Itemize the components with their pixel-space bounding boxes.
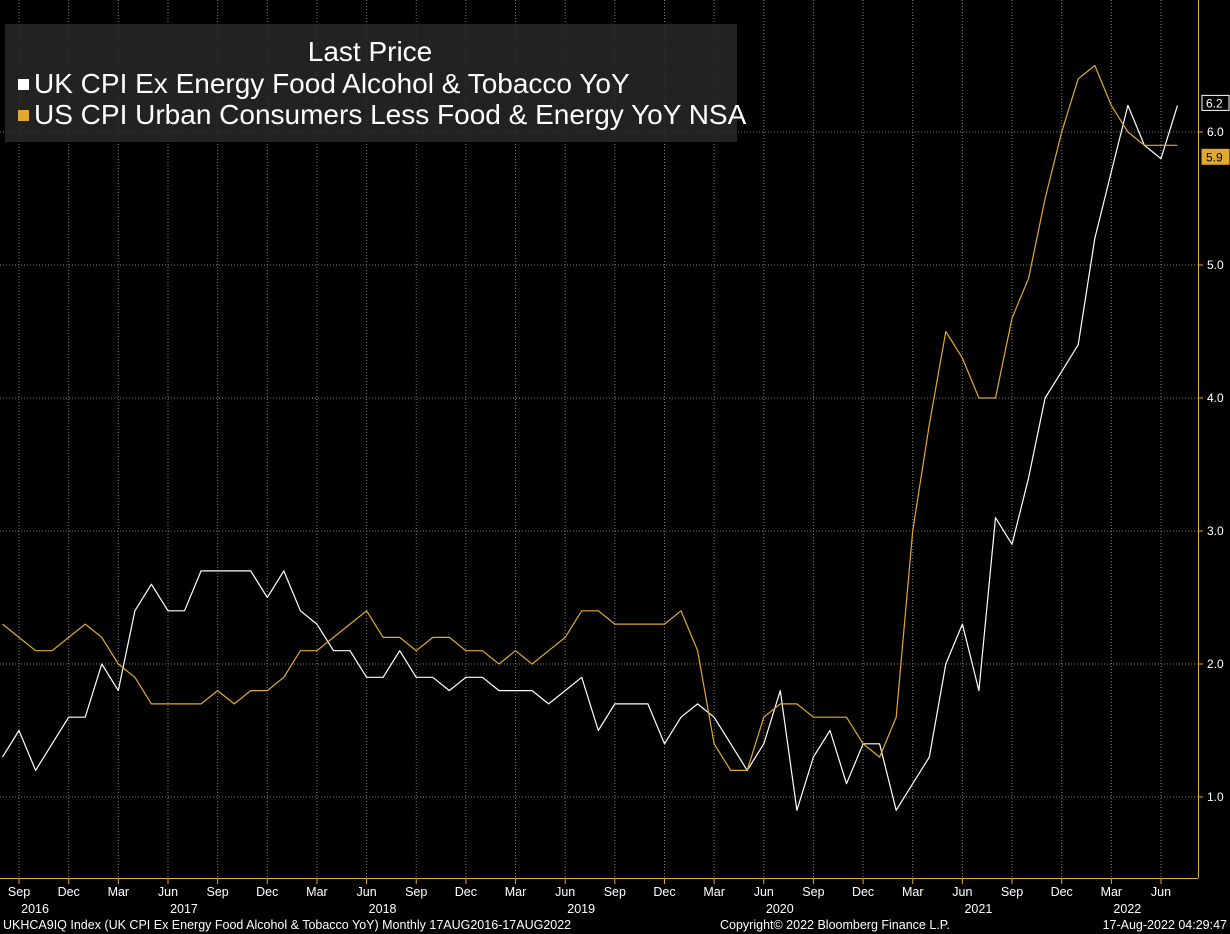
x-tick-label: Jun [952,885,972,899]
footer-index-info: UKHCA9IQ Index (UK CPI Ex Energy Food Al… [3,918,572,932]
legend-swatch-us [18,110,29,121]
x-tick-label: Dec [653,885,675,899]
x-tick-label: Jun [754,885,774,899]
x-tick-label: Jun [555,885,575,899]
x-tick-label: Mar [108,885,130,899]
x-tick-label: Mar [1101,885,1123,899]
x-tick-label: Mar [505,885,527,899]
x-tick-label: Mar [703,885,725,899]
x-tick-label: Sep [207,885,229,899]
x-tick-label: Dec [1051,885,1073,899]
legend-label-us: US CPI Urban Consumers Less Food & Energ… [34,99,747,130]
x-year-label: 2021 [964,902,992,916]
x-tick-label: Dec [852,885,874,899]
footer-timestamp: 17-Aug-2022 04:29:47 [1102,918,1227,932]
x-tick-label: Sep [604,885,626,899]
x-year-label: 2016 [21,902,49,916]
x-tick-label: Jun [1151,885,1171,899]
legend-item-us: US CPI Urban Consumers Less Food & Energ… [18,99,746,131]
y-tick-label: 5.0 [1207,258,1224,272]
y-tick-label: 1.0 [1207,790,1224,804]
x-year-label: 2019 [567,902,595,916]
x-tick-label: Dec [58,885,80,899]
legend-item-uk: UK CPI Ex Energy Food Alcohol & Tobacco … [18,68,630,100]
legend-swatch-uk [18,79,29,90]
last-value-tag-bg [1201,148,1230,165]
legend [5,24,737,142]
footer-copyright: Copyright© 2022 Bloomberg Finance L.P. [720,918,950,932]
last-value-tag: 5.9 [1206,150,1223,164]
y-tick-label: 2.0 [1207,657,1224,671]
x-tick-label: Sep [802,885,824,899]
x-year-label: 2018 [369,902,397,916]
x-tick-label: Dec [455,885,477,899]
last-value-tag-bg [1201,94,1230,111]
x-tick-label: Mar [902,885,924,899]
x-year-label: 2017 [170,902,198,916]
last-value-tag: 6.2 [1206,96,1223,110]
legend-label-uk: UK CPI Ex Energy Food Alcohol & Tobacco … [34,68,630,99]
series-line-us [2,64,1178,772]
x-tick-label: Sep [405,885,427,899]
x-tick-label: Jun [158,885,178,899]
y-tick-label: 6.0 [1207,125,1224,139]
x-tick-label: Sep [1001,885,1023,899]
y-tick-label: 3.0 [1207,524,1224,538]
y-tick-label: 4.0 [1207,391,1224,405]
x-tick-label: Mar [306,885,328,899]
x-tick-label: Jun [357,885,377,899]
x-year-label: 2020 [766,902,794,916]
x-tick-label: Dec [256,885,278,899]
legend-title: Last Price [307,36,433,67]
series-line-uk [1,104,1179,811]
x-tick-label: Sep [8,885,30,899]
x-year-label: 2022 [1113,902,1141,916]
